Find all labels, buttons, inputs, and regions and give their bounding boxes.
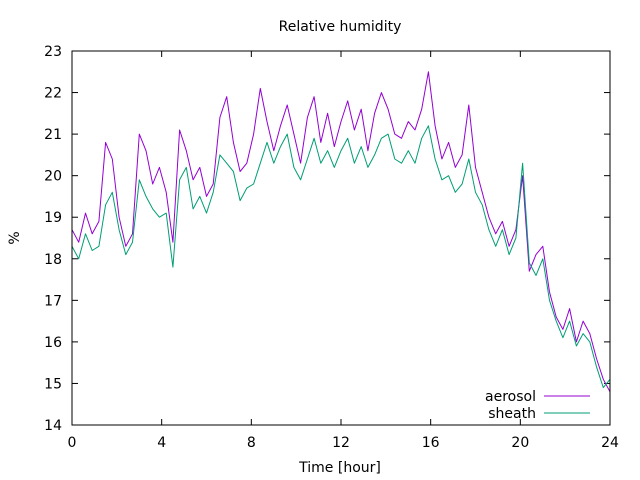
x-tick-label: 20 (511, 435, 529, 451)
x-tick-label: 16 (422, 435, 440, 451)
y-tick-label: 18 (44, 252, 62, 268)
y-tick-label: 16 (44, 335, 62, 351)
plot-frame (71, 50, 611, 426)
plot-series (71, 71, 611, 393)
x-axis-label: Time [hour] (298, 460, 381, 476)
x-tick-label: 8 (247, 435, 256, 451)
legend-label-sheath: sheath (488, 406, 536, 422)
y-tick-label: 21 (44, 127, 62, 143)
x-tick-label: 12 (332, 435, 350, 451)
y-tick-label: 19 (44, 210, 62, 226)
legend-label-aerosol: aerosol (485, 389, 536, 405)
series-line-sheath (71, 125, 611, 389)
y-tick-label: 23 (44, 44, 62, 60)
x-tick-label: 24 (601, 435, 619, 451)
y-tick-label: 22 (44, 86, 62, 102)
y-axis-label: % (7, 231, 23, 244)
y-tick-label: 20 (44, 169, 62, 185)
y-tick-label: 17 (44, 293, 62, 309)
x-tick-label: 4 (157, 435, 166, 451)
y-tick-label: 14 (44, 418, 62, 434)
y-tick-label: 15 (44, 376, 62, 392)
chart-title: Relative humidity (279, 19, 402, 35)
x-tick-label: 0 (68, 435, 77, 451)
